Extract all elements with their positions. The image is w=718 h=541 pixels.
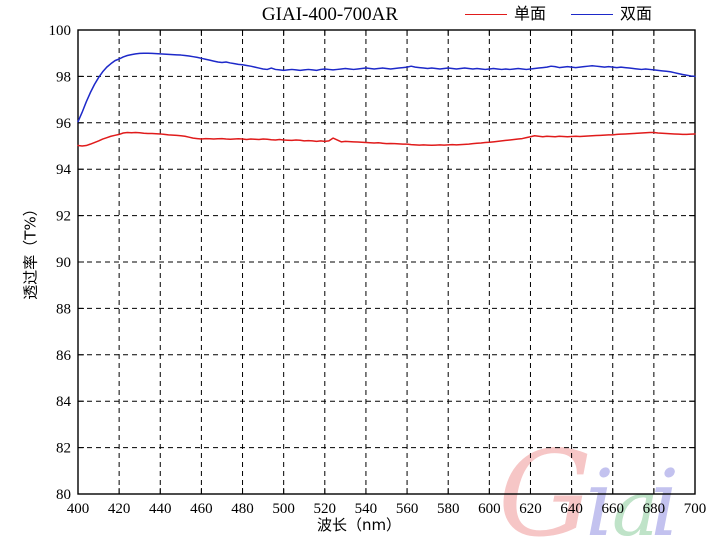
- legend-label-single-side: 单面: [514, 4, 547, 23]
- series-line-double-side: [77, 52, 696, 123]
- grid-lines: [78, 30, 695, 494]
- series-line-single-side: [77, 131, 696, 147]
- x-tick-label: 460: [190, 501, 213, 517]
- watermark-letter: i: [650, 450, 679, 541]
- x-tick-label: 420: [108, 501, 131, 517]
- y-axis-label: 透过率（T%）: [21, 201, 40, 300]
- x-tick-label: 600: [478, 501, 501, 517]
- chart-legend: 单面 双面: [465, 6, 668, 22]
- legend-entry-double-side[interactable]: 双面: [571, 6, 652, 22]
- watermark-letter: i: [585, 450, 614, 541]
- x-tick-label: 520: [314, 501, 337, 517]
- legend-swatch-single-side: [465, 13, 507, 15]
- x-tick-label: 440: [149, 501, 172, 517]
- x-axis-label: 波长（nm）: [316, 516, 402, 534]
- x-tick-label: 640: [560, 501, 583, 517]
- axis-ticks: 400 420 440 460 480 500 520 540 560 580 600 620 640 6…: [49, 23, 707, 517]
- x-tick-label: 700: [684, 501, 707, 517]
- y-tick-label: 86: [56, 348, 72, 364]
- chart-title: GIAI-400-700AR: [261, 4, 399, 25]
- y-tick-label: 96: [56, 116, 72, 132]
- y-tick-label: 100: [49, 23, 72, 39]
- watermark-letter: a: [612, 464, 659, 541]
- legend-entry-single-side[interactable]: 单面: [465, 6, 546, 22]
- watermark-letter: G: [498, 425, 592, 541]
- x-tick-label: 480: [231, 501, 254, 517]
- x-tick-label: 540: [355, 501, 378, 517]
- y-tick-label: 82: [56, 441, 71, 457]
- y-tick-label: 98: [56, 69, 71, 85]
- y-tick-label: 92: [56, 209, 71, 225]
- y-tick-label: 84: [56, 394, 72, 410]
- x-tick-label: 680: [643, 501, 666, 517]
- x-tick-label: 400: [67, 501, 90, 517]
- legend-swatch-double-side: [571, 13, 614, 15]
- y-tick-label: 94: [56, 162, 72, 178]
- x-tick-label: 660: [601, 501, 624, 517]
- legend-label-double-side: 双面: [620, 4, 653, 23]
- x-tick-label: 580: [437, 501, 460, 517]
- y-tick-label: 88: [56, 301, 71, 317]
- x-tick-label: 560: [396, 501, 419, 517]
- y-tick-label: 80: [56, 487, 71, 503]
- x-tick-label: 620: [519, 501, 542, 517]
- x-tick-label: 500: [272, 501, 295, 517]
- y-tick-label: 90: [56, 255, 71, 271]
